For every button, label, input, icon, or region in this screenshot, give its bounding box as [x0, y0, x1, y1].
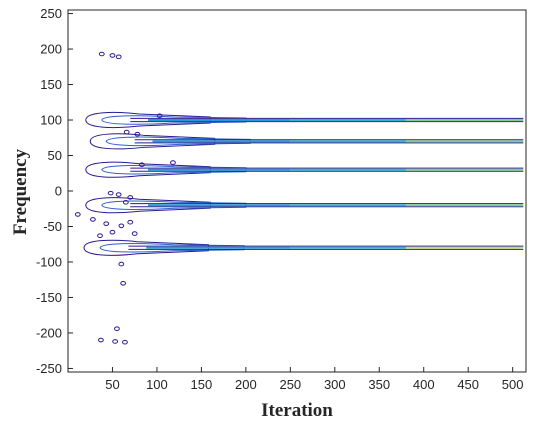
contour-blob	[109, 53, 116, 58]
x-tick-label: 350	[368, 377, 390, 392]
y-tick-label: 200	[40, 42, 62, 57]
contour-blob	[131, 231, 138, 236]
contour-blob	[127, 219, 134, 225]
contour-blob	[114, 326, 120, 332]
contour-band-1	[89, 133, 524, 150]
contour-blob	[118, 223, 125, 229]
contour-blob	[109, 229, 116, 235]
contour-blob	[112, 339, 119, 344]
y-tick-label: 100	[40, 113, 62, 128]
contour-blob	[122, 200, 129, 205]
x-tick-label: 100	[146, 377, 168, 392]
contour-blobs	[74, 51, 176, 345]
contour-blob	[134, 131, 141, 137]
x-tick-label: 200	[235, 377, 257, 392]
y-tick-label: 150	[40, 77, 62, 92]
contour-band-0	[85, 111, 524, 129]
contour-blob	[98, 337, 104, 343]
plot-area	[67, 9, 527, 373]
x-tick-label: 500	[502, 377, 524, 392]
contour-blob	[127, 195, 134, 200]
y-tick-label: 50	[48, 148, 62, 163]
y-axis: 250 200 150 100 50 0 -50 -100 -150 -200 -250	[36, 6, 73, 376]
contour-blob	[98, 51, 105, 57]
contour-blob	[115, 192, 122, 197]
y-tick-label: -100	[36, 254, 62, 269]
contour-blob	[156, 113, 163, 119]
x-axis: 50 100 150 200 250 300 350 400 450 500	[105, 367, 524, 392]
x-tick-label: 450	[457, 377, 479, 392]
x-tick-label: 50	[105, 377, 119, 392]
contour-band-4	[83, 239, 524, 256]
x-tick-label: 300	[324, 377, 346, 392]
x-tick-label: 150	[191, 377, 213, 392]
y-axis-title: Frequency	[10, 148, 31, 235]
contour-blob	[120, 280, 127, 286]
contour-blob	[118, 261, 125, 267]
y-tick-label: -150	[36, 290, 62, 305]
y-tick-label: -50	[43, 219, 62, 234]
contour-blob	[122, 339, 128, 345]
x-axis-title: Iteration	[261, 400, 333, 421]
x-tick-label: 400	[413, 377, 435, 392]
y-tick-label: -200	[36, 325, 62, 340]
contour-blob	[107, 190, 114, 196]
x-tick-label: 250	[279, 377, 301, 392]
contour-band-2	[85, 161, 524, 178]
contour-marks	[74, 51, 524, 345]
y-tick-label: 0	[55, 184, 62, 199]
contour-band-3	[85, 197, 524, 214]
y-tick-label: 250	[40, 6, 62, 21]
contour-blob	[115, 54, 122, 60]
contour-blob	[90, 217, 96, 222]
y-tick-label: -250	[36, 361, 62, 376]
contour-blob	[138, 162, 145, 168]
contour-blob	[97, 233, 103, 239]
contour-blob	[103, 221, 110, 226]
contour-blob	[170, 160, 176, 165]
contour-blob	[123, 129, 130, 135]
contour-blob	[74, 212, 81, 217]
